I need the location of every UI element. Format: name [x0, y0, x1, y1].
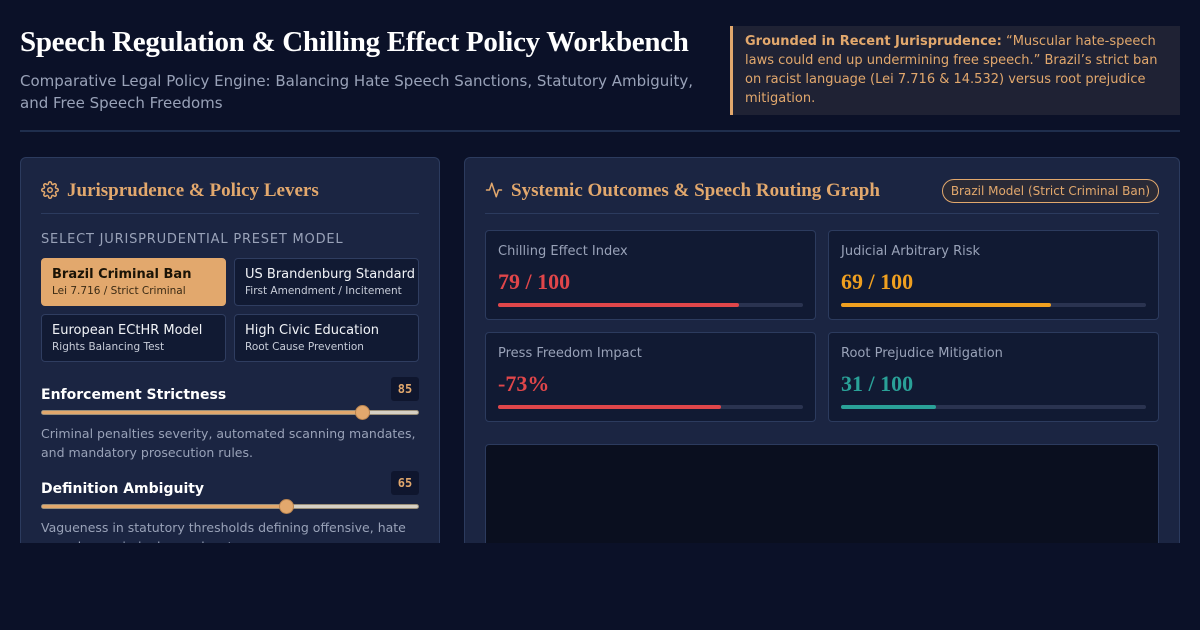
lever-value-badge: 85	[391, 377, 419, 401]
gear-icon	[41, 181, 59, 199]
lever-description: Criminal penalties severity, automated s…	[41, 426, 416, 460]
outcomes-panel-title: Systemic Outcomes & Speech Routing Graph	[511, 180, 880, 201]
preset-us-brandenburg[interactable]: US Brandenburg Standard First Amendment …	[234, 258, 419, 306]
preset-european-ecthr[interactable]: European ECtHR Model Rights Balancing Te…	[41, 314, 226, 362]
preset-section-label: SELECT JURISPRUDENTIAL PRESET MODEL	[41, 232, 344, 247]
callout-label: Grounded in Recent Jurisprudence:	[745, 34, 1002, 49]
metric-value: 69 / 100	[841, 269, 914, 294]
metric-value: 79 / 100	[498, 269, 571, 294]
callout-text: “Muscular hate-speech laws could end up …	[745, 34, 1158, 106]
enforcement-strictness-slider[interactable]	[41, 405, 419, 420]
jurisprudence-callout: Grounded in Recent Jurisprudence: “Muscu…	[730, 26, 1180, 115]
metric-press-freedom-impact: Press Freedom Impact -73%	[485, 332, 816, 422]
metric-bar	[841, 303, 1146, 307]
metric-label: Root Prejudice Mitigation	[841, 346, 1003, 361]
metric-bar	[498, 303, 803, 307]
preset-subtitle: Root Cause Prevention	[245, 341, 364, 353]
policy-levers-panel: Jurisprudence & Policy Levers SELECT JUR…	[20, 157, 440, 543]
slider-thumb[interactable]	[279, 499, 295, 514]
pulse-icon	[485, 182, 503, 198]
speech-routing-graph-canvas[interactable]	[485, 444, 1159, 543]
preset-brazil-criminal-ban[interactable]: Brazil Criminal Ban Lei 7.716 / Strict C…	[41, 258, 226, 306]
metric-bar-fill	[841, 405, 936, 409]
page-header: Speech Regulation & Chilling Effect Poli…	[20, 26, 1180, 132]
slider-thumb[interactable]	[354, 405, 370, 420]
preset-name: US Brandenburg Standard	[245, 267, 415, 282]
lever-label: Definition Ambiguity	[41, 481, 205, 497]
lever-label: Enforcement Strictness	[41, 387, 227, 403]
preset-name: European ECtHR Model	[52, 323, 203, 338]
preset-subtitle: Rights Balancing Test	[52, 341, 165, 353]
slider-fill	[42, 505, 287, 508]
definition-ambiguity-slider[interactable]	[41, 499, 419, 514]
metric-label: Press Freedom Impact	[498, 346, 642, 361]
metric-label: Chilling Effect Index	[498, 244, 628, 259]
metric-label: Judicial Arbitrary Risk	[841, 244, 981, 259]
metric-root-prejudice-mitigation: Root Prejudice Mitigation 31 / 100	[828, 332, 1159, 422]
levers-panel-title: Jurisprudence & Policy Levers	[67, 180, 319, 201]
metric-chilling-effect: Chilling Effect Index 79 / 100	[485, 230, 816, 320]
metric-bar-fill	[498, 303, 739, 307]
lever-description: Vagueness in statutory thresholds defini…	[41, 520, 406, 543]
preset-subtitle: First Amendment / Incitement	[245, 285, 402, 297]
systemic-outcomes-panel: Systemic Outcomes & Speech Routing Graph…	[464, 157, 1180, 543]
page-title: Speech Regulation & Chilling Effect Poli…	[20, 26, 689, 58]
metric-value: -73%	[498, 371, 550, 396]
metric-bar	[841, 405, 1146, 409]
metric-bar-fill	[498, 405, 721, 409]
metric-bar	[498, 405, 803, 409]
active-model-badge: Brazil Model (Strict Criminal Ban)	[941, 179, 1159, 203]
outcomes-panel-header: Systemic Outcomes & Speech Routing Graph	[485, 180, 1159, 214]
metric-bar-fill	[841, 303, 1052, 307]
page-subtitle: Comparative Legal Policy Engine: Balanci…	[20, 72, 693, 112]
slider-fill	[42, 411, 362, 414]
preset-high-civic-education[interactable]: High Civic Education Root Cause Preventi…	[234, 314, 419, 362]
metric-judicial-arbitrary-risk: Judicial Arbitrary Risk 69 / 100	[828, 230, 1159, 320]
preset-name: Brazil Criminal Ban	[52, 267, 192, 282]
preset-subtitle: Lei 7.716 / Strict Criminal	[52, 285, 186, 297]
preset-name: High Civic Education	[245, 323, 380, 338]
levers-panel-header: Jurisprudence & Policy Levers	[41, 180, 419, 214]
metric-value: 31 / 100	[841, 371, 914, 396]
lever-value-badge: 65	[391, 471, 419, 495]
